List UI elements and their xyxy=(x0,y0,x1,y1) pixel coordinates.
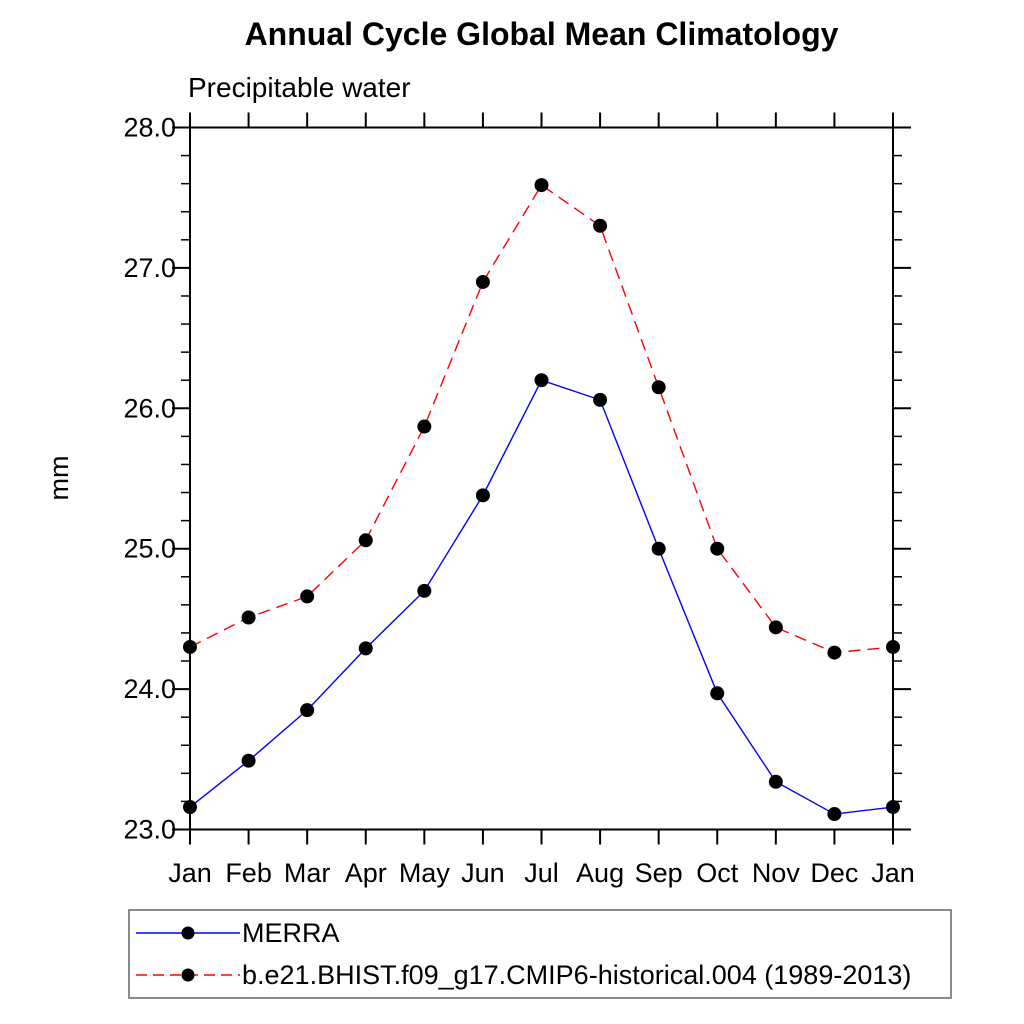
x-tick-label: Feb xyxy=(225,858,272,888)
series-line-0 xyxy=(189,379,894,815)
y-tick-label: 24.0 xyxy=(123,674,176,704)
data-point-marker xyxy=(183,639,197,654)
x-tick-label: Jan xyxy=(871,858,915,888)
y-tick-label: 27.0 xyxy=(123,253,176,283)
x-tick-label: Jan xyxy=(168,858,212,888)
data-point-marker xyxy=(886,800,900,815)
data-point-marker xyxy=(827,645,842,660)
x-tick-label: Jul xyxy=(524,858,559,888)
y-tick-label: 25.0 xyxy=(123,534,176,564)
data-point-marker xyxy=(241,753,256,768)
data-point-marker xyxy=(417,419,432,434)
series-line-1 xyxy=(189,184,894,654)
x-tick-label: May xyxy=(399,858,451,888)
y-tick-label: 26.0 xyxy=(123,393,176,423)
data-point-marker xyxy=(593,218,608,233)
legend-marker xyxy=(181,926,195,940)
chart-subtitle: Precipitable water xyxy=(188,72,411,103)
x-tick-label: Sep xyxy=(635,858,683,888)
data-point-marker xyxy=(358,533,373,548)
legend-box: MERRA b.e21.BHIST.f09_g17.CMIP6-historic… xyxy=(128,909,952,999)
x-tick-label: Aug xyxy=(576,858,624,888)
data-point-marker xyxy=(241,610,256,625)
legend-label-model: b.e21.BHIST.f09_g17.CMIP6-historical.004… xyxy=(242,959,912,990)
data-point-marker xyxy=(534,373,549,388)
data-point-marker xyxy=(651,541,666,556)
data-point-marker xyxy=(475,274,490,289)
data-point-marker xyxy=(417,583,432,598)
data-point-marker xyxy=(300,589,315,604)
x-tick-label: Jun xyxy=(461,858,505,888)
x-tick-label: Nov xyxy=(752,858,801,888)
legend-sample-model xyxy=(136,968,240,982)
plot-frame xyxy=(189,126,894,831)
data-point-marker xyxy=(358,641,373,656)
data-point-marker xyxy=(886,639,900,654)
data-point-marker xyxy=(534,178,549,193)
legend-item-merra: MERRA xyxy=(134,912,950,954)
data-point-marker xyxy=(827,807,842,822)
legend-item-model: b.e21.BHIST.f09_g17.CMIP6-historical.004… xyxy=(134,954,950,996)
y-axis-label: mm xyxy=(44,456,74,501)
x-tick-label: Oct xyxy=(696,858,739,888)
data-point-marker xyxy=(300,703,315,718)
x-tick-label: Dec xyxy=(810,858,858,888)
data-point-marker xyxy=(593,392,608,407)
data-point-marker xyxy=(768,620,783,635)
plot-area: 23.0 24.0 25.0 26.0 27.0 28.0 Jan Feb Mar Apr May J… xyxy=(44,112,915,888)
y-tick-label: 23.0 xyxy=(123,815,176,845)
y-tick-label: 28.0 xyxy=(123,113,176,143)
legend-label-merra: MERRA xyxy=(242,917,340,948)
data-point-marker xyxy=(710,686,725,701)
data-point-marker xyxy=(710,541,725,556)
data-point-marker xyxy=(475,488,490,503)
x-tick-label: Mar xyxy=(284,858,331,888)
legend-marker xyxy=(181,968,195,982)
data-point-marker xyxy=(768,774,783,789)
x-tick-label: Apr xyxy=(345,858,387,888)
data-point-marker xyxy=(651,380,666,395)
data-point-marker xyxy=(183,800,197,815)
legend-sample-merra xyxy=(136,926,240,940)
chart-title: Annual Cycle Global Mean Climatology xyxy=(244,16,839,52)
